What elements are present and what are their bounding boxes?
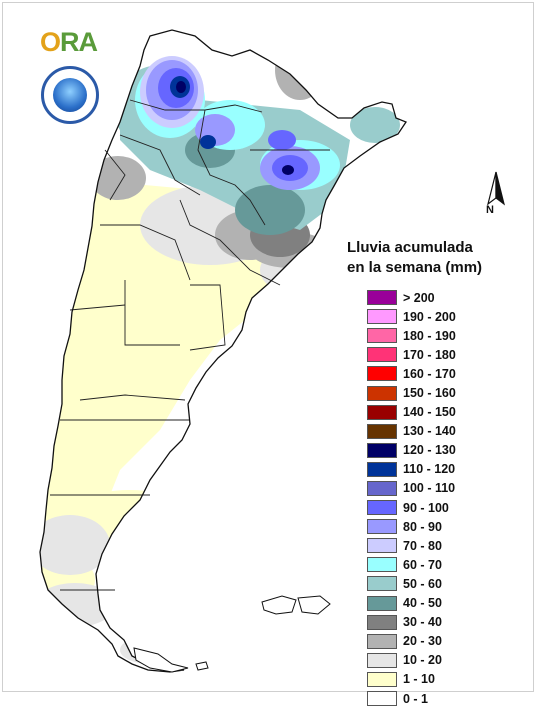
legend-swatch — [367, 366, 397, 382]
legend-swatch — [367, 500, 397, 516]
north-arrow-icon — [487, 171, 505, 206]
north-label: N — [486, 204, 494, 216]
legend-item: 30 - 40 — [367, 613, 507, 632]
legend-label: 70 - 80 — [403, 538, 442, 553]
legend-swatch — [367, 442, 397, 458]
legend-label: 60 - 70 — [403, 557, 442, 572]
legend-swatch — [367, 404, 397, 420]
legend-label: 180 - 190 — [403, 328, 456, 343]
legend-swatch — [367, 385, 397, 401]
legend-swatch — [367, 576, 397, 592]
legend-swatch — [367, 614, 397, 630]
legend-item: 190 - 200 — [367, 307, 507, 326]
legend-item: 110 - 120 — [367, 460, 507, 479]
legend-label: 20 - 30 — [403, 634, 442, 649]
legend-swatch — [367, 461, 397, 477]
province-boundaries — [50, 99, 330, 591]
legend-label: 120 - 130 — [403, 443, 456, 458]
legend-label: 30 - 40 — [403, 615, 442, 630]
legend-item: 80 - 90 — [367, 517, 507, 536]
rainfall-legend: > 200 190 - 200 180 - 190 170 - 180 160 - 17… — [367, 288, 507, 708]
legend-item: 10 - 20 — [367, 651, 507, 670]
legend-item: 130 - 140 — [367, 422, 507, 441]
legend-label: 80 - 90 — [403, 519, 442, 534]
legend-label: 90 - 100 — [403, 500, 449, 515]
legend-item: 150 - 160 — [367, 383, 507, 402]
legend-title-line2: en la semana (mm) — [347, 259, 483, 276]
legend-item: 100 - 110 — [367, 479, 507, 498]
legend-label: 140 - 150 — [403, 405, 456, 420]
legend-item: 120 - 130 — [367, 441, 507, 460]
legend-swatch — [367, 309, 397, 325]
legend-item: 70 - 80 — [367, 536, 507, 555]
legend-item: 50 - 60 — [367, 574, 507, 593]
malvinas-islands — [261, 595, 331, 615]
legend-swatch — [367, 290, 397, 306]
legend-swatch — [367, 423, 397, 439]
legend-swatch — [367, 691, 397, 707]
legend-swatch — [367, 652, 397, 668]
legend-label: 50 - 60 — [403, 576, 442, 591]
legend-label: 150 - 160 — [403, 386, 456, 401]
legend-swatch — [367, 328, 397, 344]
map-frame — [2, 2, 534, 692]
ora-logo: ORA — [40, 27, 98, 57]
legend-title-line1: Lluvia acumulada — [347, 239, 473, 256]
legend-item: 40 - 50 — [367, 594, 507, 613]
legend-item: 170 - 180 — [367, 345, 507, 364]
legend-swatch — [367, 519, 397, 535]
legend-item: 140 - 150 — [367, 403, 507, 422]
legend-swatch — [367, 538, 397, 554]
legend-item: 0 - 1 — [367, 689, 507, 708]
legend-label: 1 - 10 — [403, 672, 435, 687]
legend-swatch — [367, 595, 397, 611]
legend-item: 1 - 10 — [367, 670, 507, 689]
smn-seal-logo — [41, 66, 99, 124]
legend-label: 100 - 110 — [403, 481, 456, 496]
legend-swatch — [367, 480, 397, 496]
legend-label: > 200 — [403, 290, 435, 305]
legend-swatch — [367, 557, 397, 573]
legend-label: 160 - 170 — [403, 366, 456, 381]
legend-label: 130 - 140 — [403, 424, 456, 439]
tierra-del-fuego — [133, 647, 209, 673]
legend-label: 10 - 20 — [403, 653, 442, 668]
legend-item: 20 - 30 — [367, 632, 507, 651]
legend-swatch — [367, 671, 397, 687]
legend-swatch — [367, 347, 397, 363]
legend-swatch — [367, 633, 397, 649]
legend-label: 190 - 200 — [403, 309, 456, 324]
legend-item: > 200 — [367, 288, 507, 307]
legend-item: 160 - 170 — [367, 364, 507, 383]
legend-label: 0 - 1 — [403, 691, 429, 706]
legend-label: 40 - 50 — [403, 596, 442, 611]
legend-label: 170 - 180 — [403, 347, 456, 362]
legend-item: 90 - 100 — [367, 498, 507, 517]
legend-item: 180 - 190 — [367, 326, 507, 345]
legend-label: 110 - 120 — [403, 462, 456, 477]
legend-item: 60 - 70 — [367, 555, 507, 574]
